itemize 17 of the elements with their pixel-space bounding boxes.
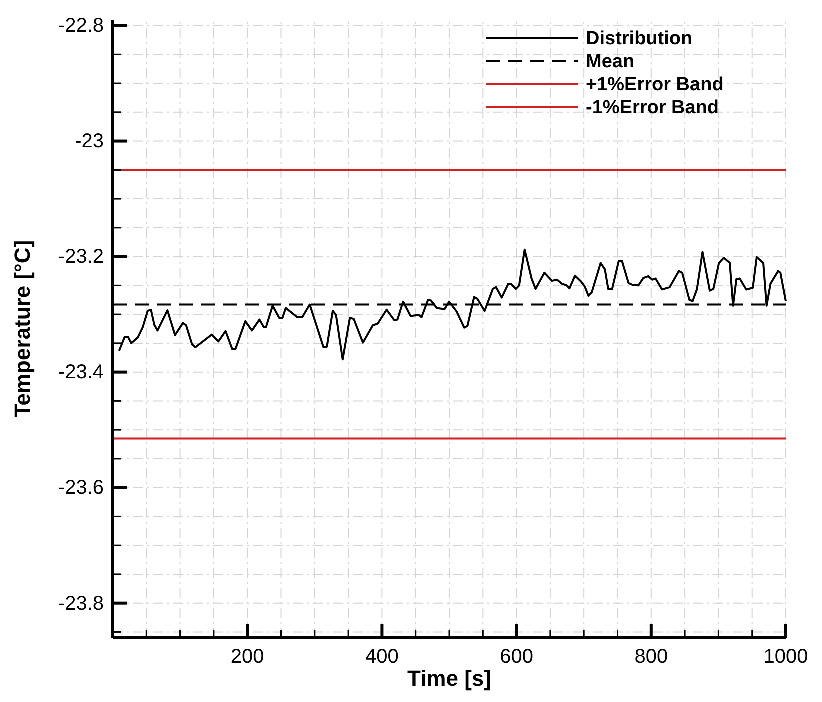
legend-label: Distribution xyxy=(586,28,693,50)
y-axis-title: Temperature [°C] xyxy=(10,240,35,418)
y-tick-label: -23.4 xyxy=(58,362,104,384)
legend-label: -1%Error Band xyxy=(586,98,720,119)
y-tick-label: -23.6 xyxy=(58,477,104,500)
legend-label: +1%Error Band xyxy=(586,74,724,96)
x-tick-label: 600 xyxy=(500,646,534,668)
y-tick-label: -23 xyxy=(75,130,104,153)
x-tick-label: 1000 xyxy=(764,646,808,668)
y-tick-label: -23.2 xyxy=(58,246,104,268)
y-tick-label: -23.8 xyxy=(58,592,104,615)
x-tick-label: 800 xyxy=(634,646,668,668)
x-tick-label: 200 xyxy=(230,646,264,668)
x-axis-title: Time [s] xyxy=(408,666,492,691)
x-tick-label: 400 xyxy=(366,646,399,668)
y-tick-label: -22.8 xyxy=(58,15,104,38)
legend-label: Mean xyxy=(586,52,635,73)
